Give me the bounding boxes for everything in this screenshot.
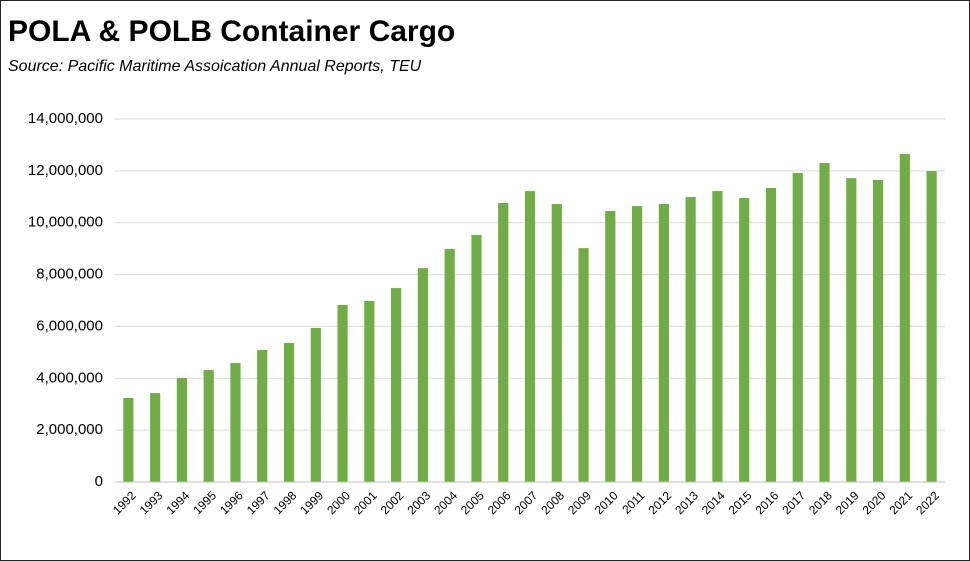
y-tick-label: 0 — [95, 473, 103, 490]
bar — [257, 350, 268, 482]
bar — [551, 204, 562, 482]
bar — [176, 378, 188, 482]
bar — [203, 369, 214, 482]
y-tick-label: 4,000,000 — [36, 369, 103, 386]
y-tick-label: 6,000,000 — [36, 317, 103, 334]
bar — [819, 163, 830, 483]
y-tick-label: 14,000,000 — [28, 110, 103, 127]
bar — [926, 171, 937, 482]
bar — [765, 187, 777, 482]
bar — [712, 191, 723, 482]
bar — [498, 203, 509, 482]
bar — [310, 327, 321, 482]
y-tick-label: 10,000,000 — [28, 214, 103, 231]
bar — [658, 204, 669, 482]
y-tick-label: 12,000,000 — [28, 162, 103, 179]
bar — [283, 343, 295, 482]
bar — [578, 248, 589, 482]
bar — [123, 397, 134, 482]
bar — [364, 301, 375, 482]
bar — [605, 211, 616, 482]
y-tick-label: 2,000,000 — [36, 421, 103, 438]
bar — [417, 268, 428, 482]
bar — [524, 191, 536, 482]
bar — [899, 154, 910, 482]
bar — [230, 362, 241, 482]
bar — [337, 304, 348, 482]
bar — [792, 172, 803, 482]
bar — [632, 206, 643, 482]
bar — [150, 393, 161, 482]
bar — [846, 178, 857, 483]
bar — [391, 288, 402, 482]
chart-subtitle: Source: Pacific Maritime Assoication Ann… — [8, 58, 422, 75]
chart-title: POLA & POLB Container Cargo — [8, 15, 455, 48]
y-tick-label: 8,000,000 — [36, 266, 103, 283]
bar — [739, 198, 750, 482]
bar — [685, 197, 696, 483]
bar — [872, 179, 884, 483]
bar — [444, 248, 455, 482]
bar — [471, 234, 482, 482]
